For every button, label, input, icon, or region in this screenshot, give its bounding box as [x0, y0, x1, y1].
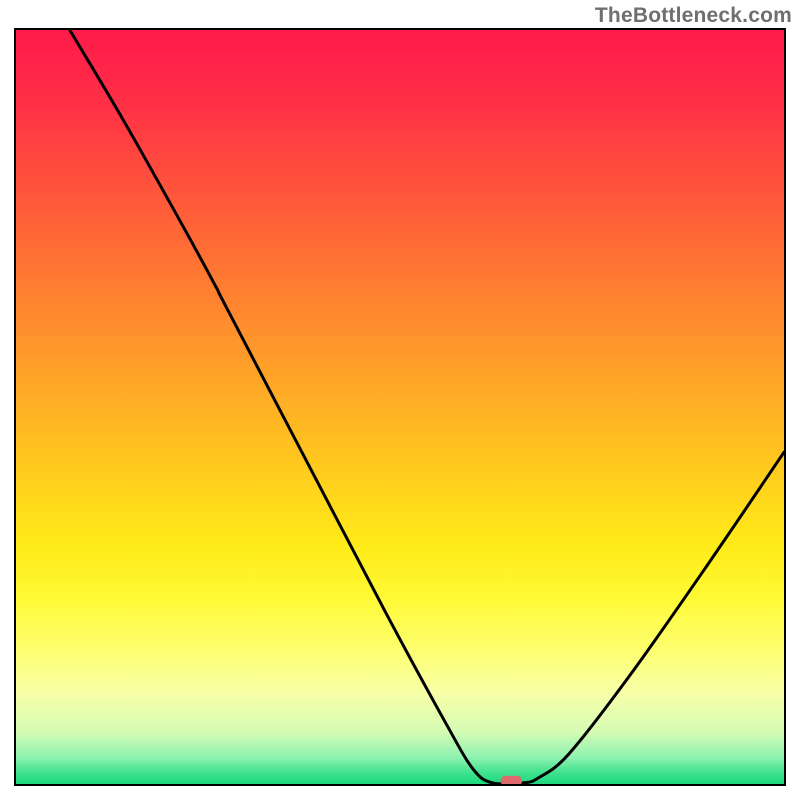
watermark-text: TheBottleneck.com: [595, 4, 792, 28]
optimal-point: [501, 776, 523, 784]
gradient-background: [16, 30, 784, 784]
plot-svg: [16, 30, 784, 784]
plot-area: [14, 28, 786, 786]
bottleneck-chart: TheBottleneck.com: [0, 0, 800, 800]
